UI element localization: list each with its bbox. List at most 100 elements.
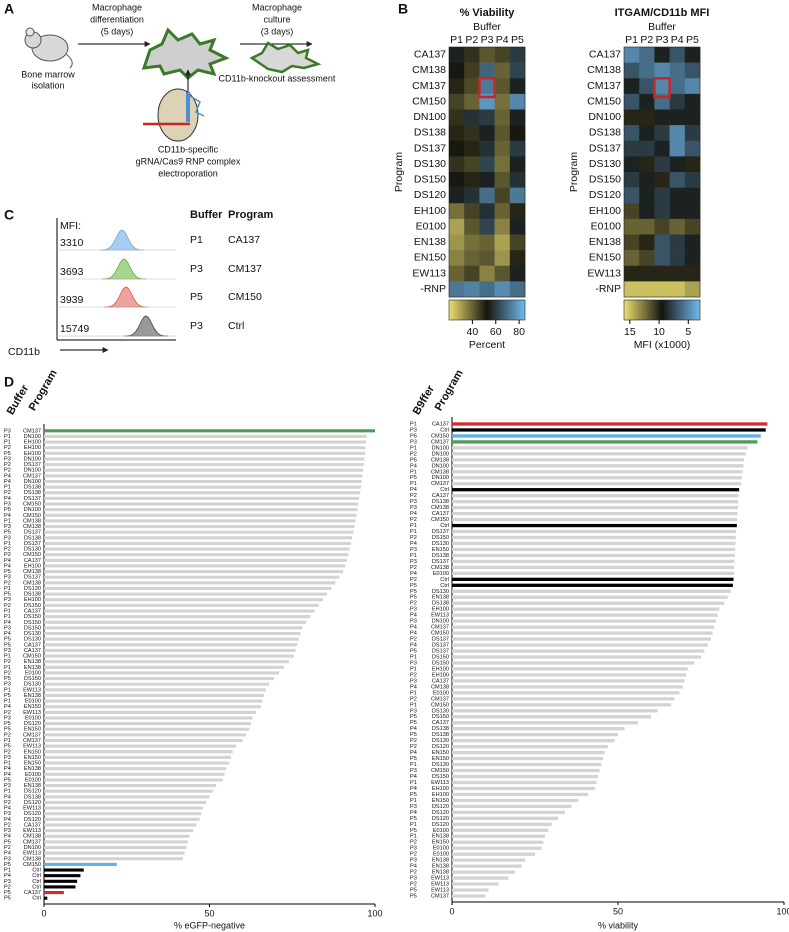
buffer-label: P4 xyxy=(410,726,417,732)
column-title: Program xyxy=(27,368,60,413)
buffer-label: P1 xyxy=(4,586,11,592)
category-label: DS138 xyxy=(24,490,41,496)
category-label: DS137 xyxy=(24,575,41,581)
colorbar xyxy=(448,299,526,321)
heatmap-cell xyxy=(669,172,686,188)
category-label: E0100 xyxy=(25,715,41,721)
row-label: CM137 xyxy=(587,80,621,92)
category-label: EW113 xyxy=(431,882,449,888)
bar xyxy=(44,845,187,850)
heatmap-cell xyxy=(449,218,465,235)
heatmap-cell xyxy=(654,187,670,204)
highlight-box xyxy=(653,77,671,99)
heatmap-cell xyxy=(449,140,465,157)
heatmap-cell xyxy=(684,250,701,267)
bar xyxy=(452,505,738,510)
heatmap-border xyxy=(623,46,701,298)
category-label: DS150 xyxy=(24,620,41,626)
category-label: DS150 xyxy=(432,660,449,666)
category-label: DS120 xyxy=(24,789,41,795)
bar xyxy=(44,530,354,534)
row-label: EW113 xyxy=(412,267,446,279)
step-label: Macrophage xyxy=(252,2,302,12)
heatmap-cell xyxy=(684,218,701,235)
heatmap-cell xyxy=(669,93,686,110)
bar xyxy=(452,858,526,862)
bar xyxy=(452,440,758,444)
heatmap-cell xyxy=(669,234,686,251)
x-tick-label: 0 xyxy=(449,906,454,916)
heatmap-cell xyxy=(464,62,480,79)
row-title: Program xyxy=(393,152,405,193)
heatmap-cell xyxy=(654,62,670,79)
heatmap-cell xyxy=(639,125,655,142)
buffer-label: P3 xyxy=(4,811,11,817)
row-label: DS138 xyxy=(414,127,446,139)
buffer-label: P1 xyxy=(410,529,417,535)
bar xyxy=(452,517,738,522)
category-label: EN150 xyxy=(24,749,41,755)
category-label: E0100 xyxy=(433,571,449,577)
bar xyxy=(452,679,685,683)
category-label: DS130 xyxy=(432,738,449,744)
bar xyxy=(452,703,672,707)
category-label: EH100 xyxy=(24,451,41,457)
category-label: DS137 xyxy=(24,496,41,502)
bar xyxy=(44,744,236,748)
bar xyxy=(44,772,225,776)
heatmap-cell xyxy=(494,234,511,251)
heatmap-cell xyxy=(624,265,640,282)
bar xyxy=(44,761,230,765)
column-label: P1 xyxy=(625,34,638,46)
category-label: EW113 xyxy=(23,710,41,716)
bar xyxy=(44,851,185,855)
bar xyxy=(44,631,301,636)
heatmap-cell xyxy=(684,172,701,188)
heatmap-cell xyxy=(494,172,511,188)
heatmap-cell xyxy=(669,203,686,220)
category-label: EH100 xyxy=(24,440,41,446)
category-label: CA137 xyxy=(24,890,41,896)
category-label: EH100 xyxy=(24,563,41,569)
category-label: DS137 xyxy=(432,643,449,649)
heatmap-cell xyxy=(494,281,511,298)
buffer-label: P5 xyxy=(410,888,417,894)
buffer-label: P1 xyxy=(4,434,11,440)
bar xyxy=(452,488,740,492)
category-label: EH100 xyxy=(432,666,449,672)
heatmap-cell xyxy=(654,281,670,298)
bar xyxy=(452,553,735,558)
category-label: CM138 xyxy=(431,684,449,690)
bar xyxy=(44,429,375,433)
bar xyxy=(452,476,742,480)
buffer-label: P3 xyxy=(4,682,11,688)
heatmap-cell xyxy=(464,187,480,204)
mfi-value: 3310 xyxy=(60,237,84,249)
bar xyxy=(452,470,743,474)
buffer-label: P3 xyxy=(410,858,417,864)
bar xyxy=(452,756,604,761)
column-label: P4 xyxy=(671,34,684,46)
colorbar-label: Percent xyxy=(469,339,505,351)
column-label: P4 xyxy=(496,34,509,46)
category-label: E0100 xyxy=(25,699,41,705)
buffer-label: P5 xyxy=(410,816,417,822)
bar xyxy=(452,589,731,593)
heatmap-cell xyxy=(494,78,511,95)
buffer-label: P4 xyxy=(4,834,11,840)
heatmap-cell xyxy=(494,47,511,63)
category-label: CA137 xyxy=(24,608,41,614)
category-label: CM138 xyxy=(23,856,41,862)
category-label: EN150 xyxy=(432,756,449,762)
axis-title: CD11b xyxy=(8,346,40,358)
heatmap-cell xyxy=(624,62,640,79)
category-label: EH100 xyxy=(432,786,449,792)
bar xyxy=(452,852,535,856)
heatmap-cell xyxy=(624,250,640,267)
category-label: EN150 xyxy=(24,761,41,767)
bar xyxy=(452,631,713,635)
mfi-value: 3939 xyxy=(60,294,84,306)
bar xyxy=(44,553,349,557)
buffer-label: P2 xyxy=(4,547,11,553)
heatmap-cell xyxy=(464,265,480,282)
